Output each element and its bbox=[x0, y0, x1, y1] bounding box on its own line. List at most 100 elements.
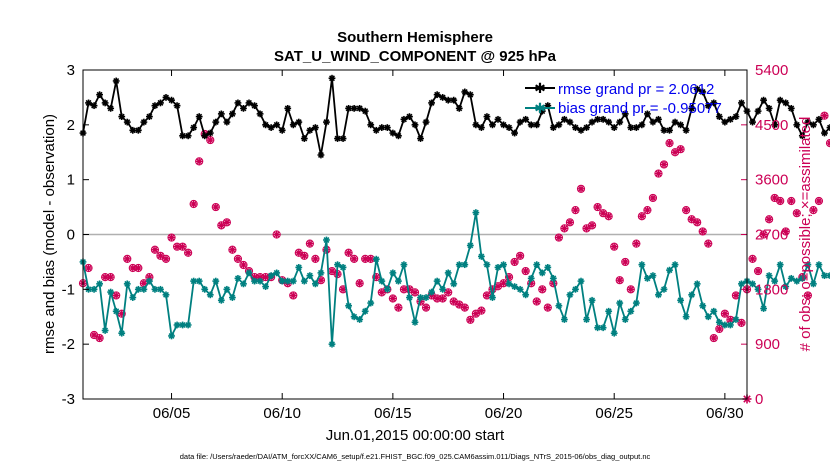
assimilated-obs-point bbox=[737, 319, 746, 327]
rmse-point-stroke bbox=[246, 99, 252, 106]
assimilated-obs-point bbox=[687, 215, 696, 224]
bias-point bbox=[411, 318, 419, 326]
bias-point bbox=[704, 313, 712, 321]
rmse-point-stroke bbox=[666, 127, 673, 134]
assimilated-obs-point bbox=[217, 221, 226, 230]
bias-point-stroke bbox=[771, 278, 778, 285]
assimilated-obs-point bbox=[660, 160, 668, 169]
bias-point bbox=[433, 277, 441, 285]
bias-point bbox=[96, 280, 103, 288]
bias-point bbox=[450, 280, 458, 288]
bias-point-stroke bbox=[412, 319, 418, 326]
assimilated-obs-point-stroke bbox=[162, 255, 170, 263]
assimilated-obs-point-stroke bbox=[218, 222, 225, 229]
bias-point bbox=[195, 277, 203, 285]
rmse-point bbox=[527, 121, 535, 129]
rmse-point bbox=[300, 135, 308, 142]
assimilated-obs-point-stroke bbox=[677, 146, 684, 153]
bias-point bbox=[489, 294, 496, 301]
rmse-point bbox=[195, 113, 203, 121]
rmse-point-stroke bbox=[257, 110, 264, 117]
rmse-point bbox=[184, 132, 192, 140]
y-tick-label: -1 bbox=[62, 281, 75, 298]
bias-point-stroke bbox=[240, 280, 247, 287]
legend-marker-rmse: ✱ bbox=[534, 80, 546, 96]
assimilated-obs-point-stroke bbox=[411, 289, 419, 296]
assimilated-obs-point-stroke bbox=[577, 185, 585, 192]
rmse-point-stroke bbox=[461, 88, 468, 95]
rmse-point bbox=[328, 74, 336, 82]
bias-point bbox=[378, 277, 386, 285]
bias-point-stroke bbox=[683, 313, 690, 320]
bias-point-stroke bbox=[578, 278, 584, 285]
assimilated-obs-point bbox=[494, 282, 502, 291]
assimilated-obs-point-stroke bbox=[588, 222, 596, 229]
bias-point-stroke bbox=[594, 324, 601, 331]
bias-point-stroke bbox=[655, 291, 662, 298]
y-tick-label: 3 bbox=[67, 62, 75, 79]
assimilated-obs-point bbox=[455, 300, 464, 309]
assimilated-obs-point-stroke bbox=[212, 203, 219, 211]
rmse-point bbox=[422, 118, 430, 126]
rmse-point bbox=[671, 118, 679, 126]
assimilated-obs-point-stroke bbox=[638, 213, 646, 220]
rmse-point bbox=[516, 118, 524, 126]
rmse-point bbox=[821, 129, 828, 137]
assimilated-obs-point bbox=[826, 139, 830, 147]
rmse-point-stroke bbox=[146, 113, 153, 120]
assimilated-obs-point bbox=[239, 261, 248, 269]
assimilated-obs-point-stroke bbox=[400, 286, 408, 293]
rmse-point-stroke bbox=[600, 116, 607, 123]
rmse-point bbox=[810, 121, 817, 129]
assimilated-obs-point-stroke bbox=[96, 334, 103, 342]
rmse-point bbox=[655, 115, 662, 123]
assimilated-obs-point-stroke bbox=[500, 280, 507, 287]
assimilated-obs-point bbox=[444, 288, 452, 297]
assimilated-obs-point-stroke bbox=[362, 255, 369, 263]
bias-point-stroke bbox=[135, 286, 142, 293]
bias-point-stroke bbox=[827, 272, 830, 277]
bias-point-stroke bbox=[716, 319, 723, 326]
rmse-point-stroke bbox=[356, 105, 363, 112]
rmse-point bbox=[433, 91, 441, 99]
bias-point-stroke bbox=[566, 291, 573, 298]
assimilated-obs-point-stroke bbox=[301, 252, 308, 260]
bias-point bbox=[527, 274, 535, 282]
bias-point-stroke bbox=[710, 308, 717, 315]
rmse-point-stroke bbox=[135, 127, 142, 134]
bias-point-stroke bbox=[439, 286, 446, 293]
assimilated-obs-point bbox=[649, 194, 657, 202]
bias-point-stroke bbox=[290, 278, 297, 285]
rmse-point bbox=[411, 121, 419, 129]
rmse-point bbox=[644, 110, 651, 118]
rmse-point-stroke bbox=[749, 119, 756, 126]
assimilated-obs-point-stroke bbox=[345, 249, 352, 256]
bias-point-stroke bbox=[572, 286, 579, 293]
bias-point bbox=[544, 264, 552, 271]
bias-point bbox=[754, 285, 762, 293]
bias-point-stroke bbox=[450, 280, 457, 287]
bias-point bbox=[732, 316, 740, 323]
assimilated-obs-point-stroke bbox=[788, 197, 795, 205]
rmse-point bbox=[688, 104, 696, 112]
assimilated-obs-point-stroke bbox=[765, 216, 773, 223]
assimilated-obs-point-stroke bbox=[478, 307, 485, 314]
assimilated-obs-point bbox=[461, 303, 469, 312]
assimilated-obs-point bbox=[472, 309, 480, 318]
bias-point bbox=[461, 261, 469, 269]
bias-point bbox=[533, 261, 541, 269]
bias-point-stroke bbox=[749, 280, 756, 287]
rmse-point bbox=[339, 135, 347, 142]
bias-point bbox=[295, 264, 303, 271]
bias-point-stroke bbox=[185, 322, 192, 328]
assimilated-obs-point bbox=[306, 239, 314, 248]
rmse-point bbox=[223, 118, 231, 126]
bias-point-stroke bbox=[163, 291, 169, 298]
y2-tick-label: 900 bbox=[755, 336, 780, 353]
bias-point-stroke bbox=[251, 278, 258, 285]
assimilated-obs-point bbox=[350, 255, 358, 263]
assimilated-obs-point-stroke bbox=[339, 286, 347, 293]
rmse-point bbox=[157, 99, 164, 107]
rmse-point bbox=[151, 102, 159, 110]
rmse-point-stroke bbox=[472, 121, 479, 128]
